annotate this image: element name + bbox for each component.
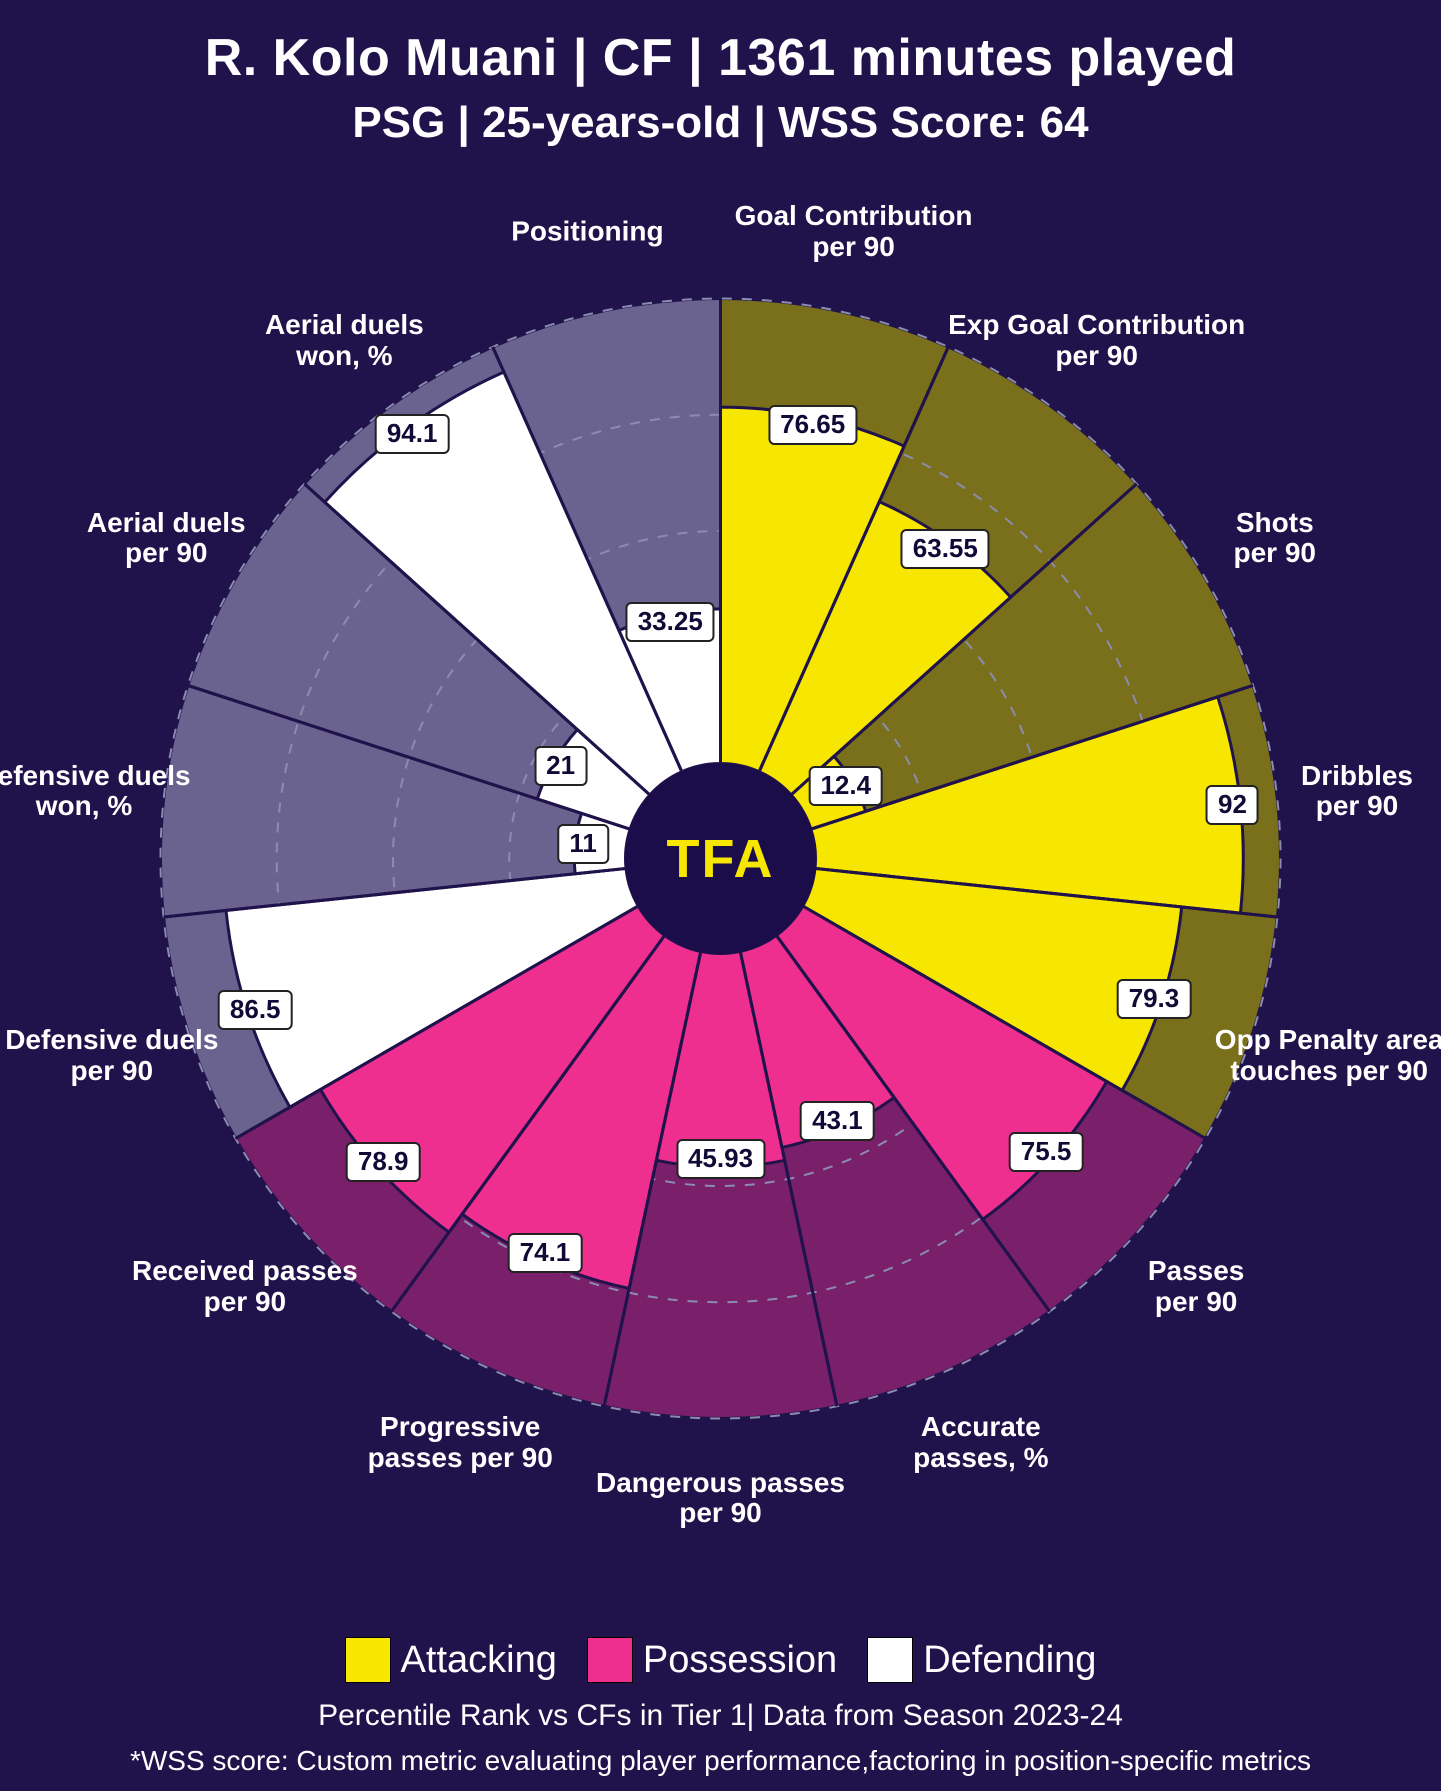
- legend-label: Defending: [923, 1639, 1096, 1682]
- player-radar-card: R. Kolo Muani | CF | 1361 minutes played…: [0, 0, 1441, 1791]
- title-block: R. Kolo Muani | CF | 1361 minutes played…: [0, 28, 1441, 148]
- legend-swatch: [587, 1637, 633, 1683]
- legend-item: Defending: [867, 1637, 1096, 1683]
- legend-item: Possession: [587, 1637, 837, 1683]
- title-main: R. Kolo Muani | CF | 1361 minutes played: [0, 28, 1441, 88]
- legend-swatch: [867, 1637, 913, 1683]
- legend-label: Attacking: [401, 1639, 557, 1682]
- center-logo: TFA: [626, 764, 816, 954]
- polar-chart: TFA Goal Contribution per 9076.65Exp Goa…: [0, 138, 1441, 1579]
- footer-line-1: Percentile Rank vs CFs in Tier 1| Data f…: [0, 1699, 1441, 1733]
- footer-line-2: *WSS score: Custom metric evaluating pla…: [0, 1745, 1441, 1777]
- legend-swatch: [345, 1637, 391, 1683]
- legend-label: Possession: [643, 1639, 837, 1682]
- legend-item: Attacking: [345, 1637, 557, 1683]
- legend: Attacking Possession Defending: [0, 1637, 1441, 1683]
- center-logo-text: TFA: [667, 828, 775, 890]
